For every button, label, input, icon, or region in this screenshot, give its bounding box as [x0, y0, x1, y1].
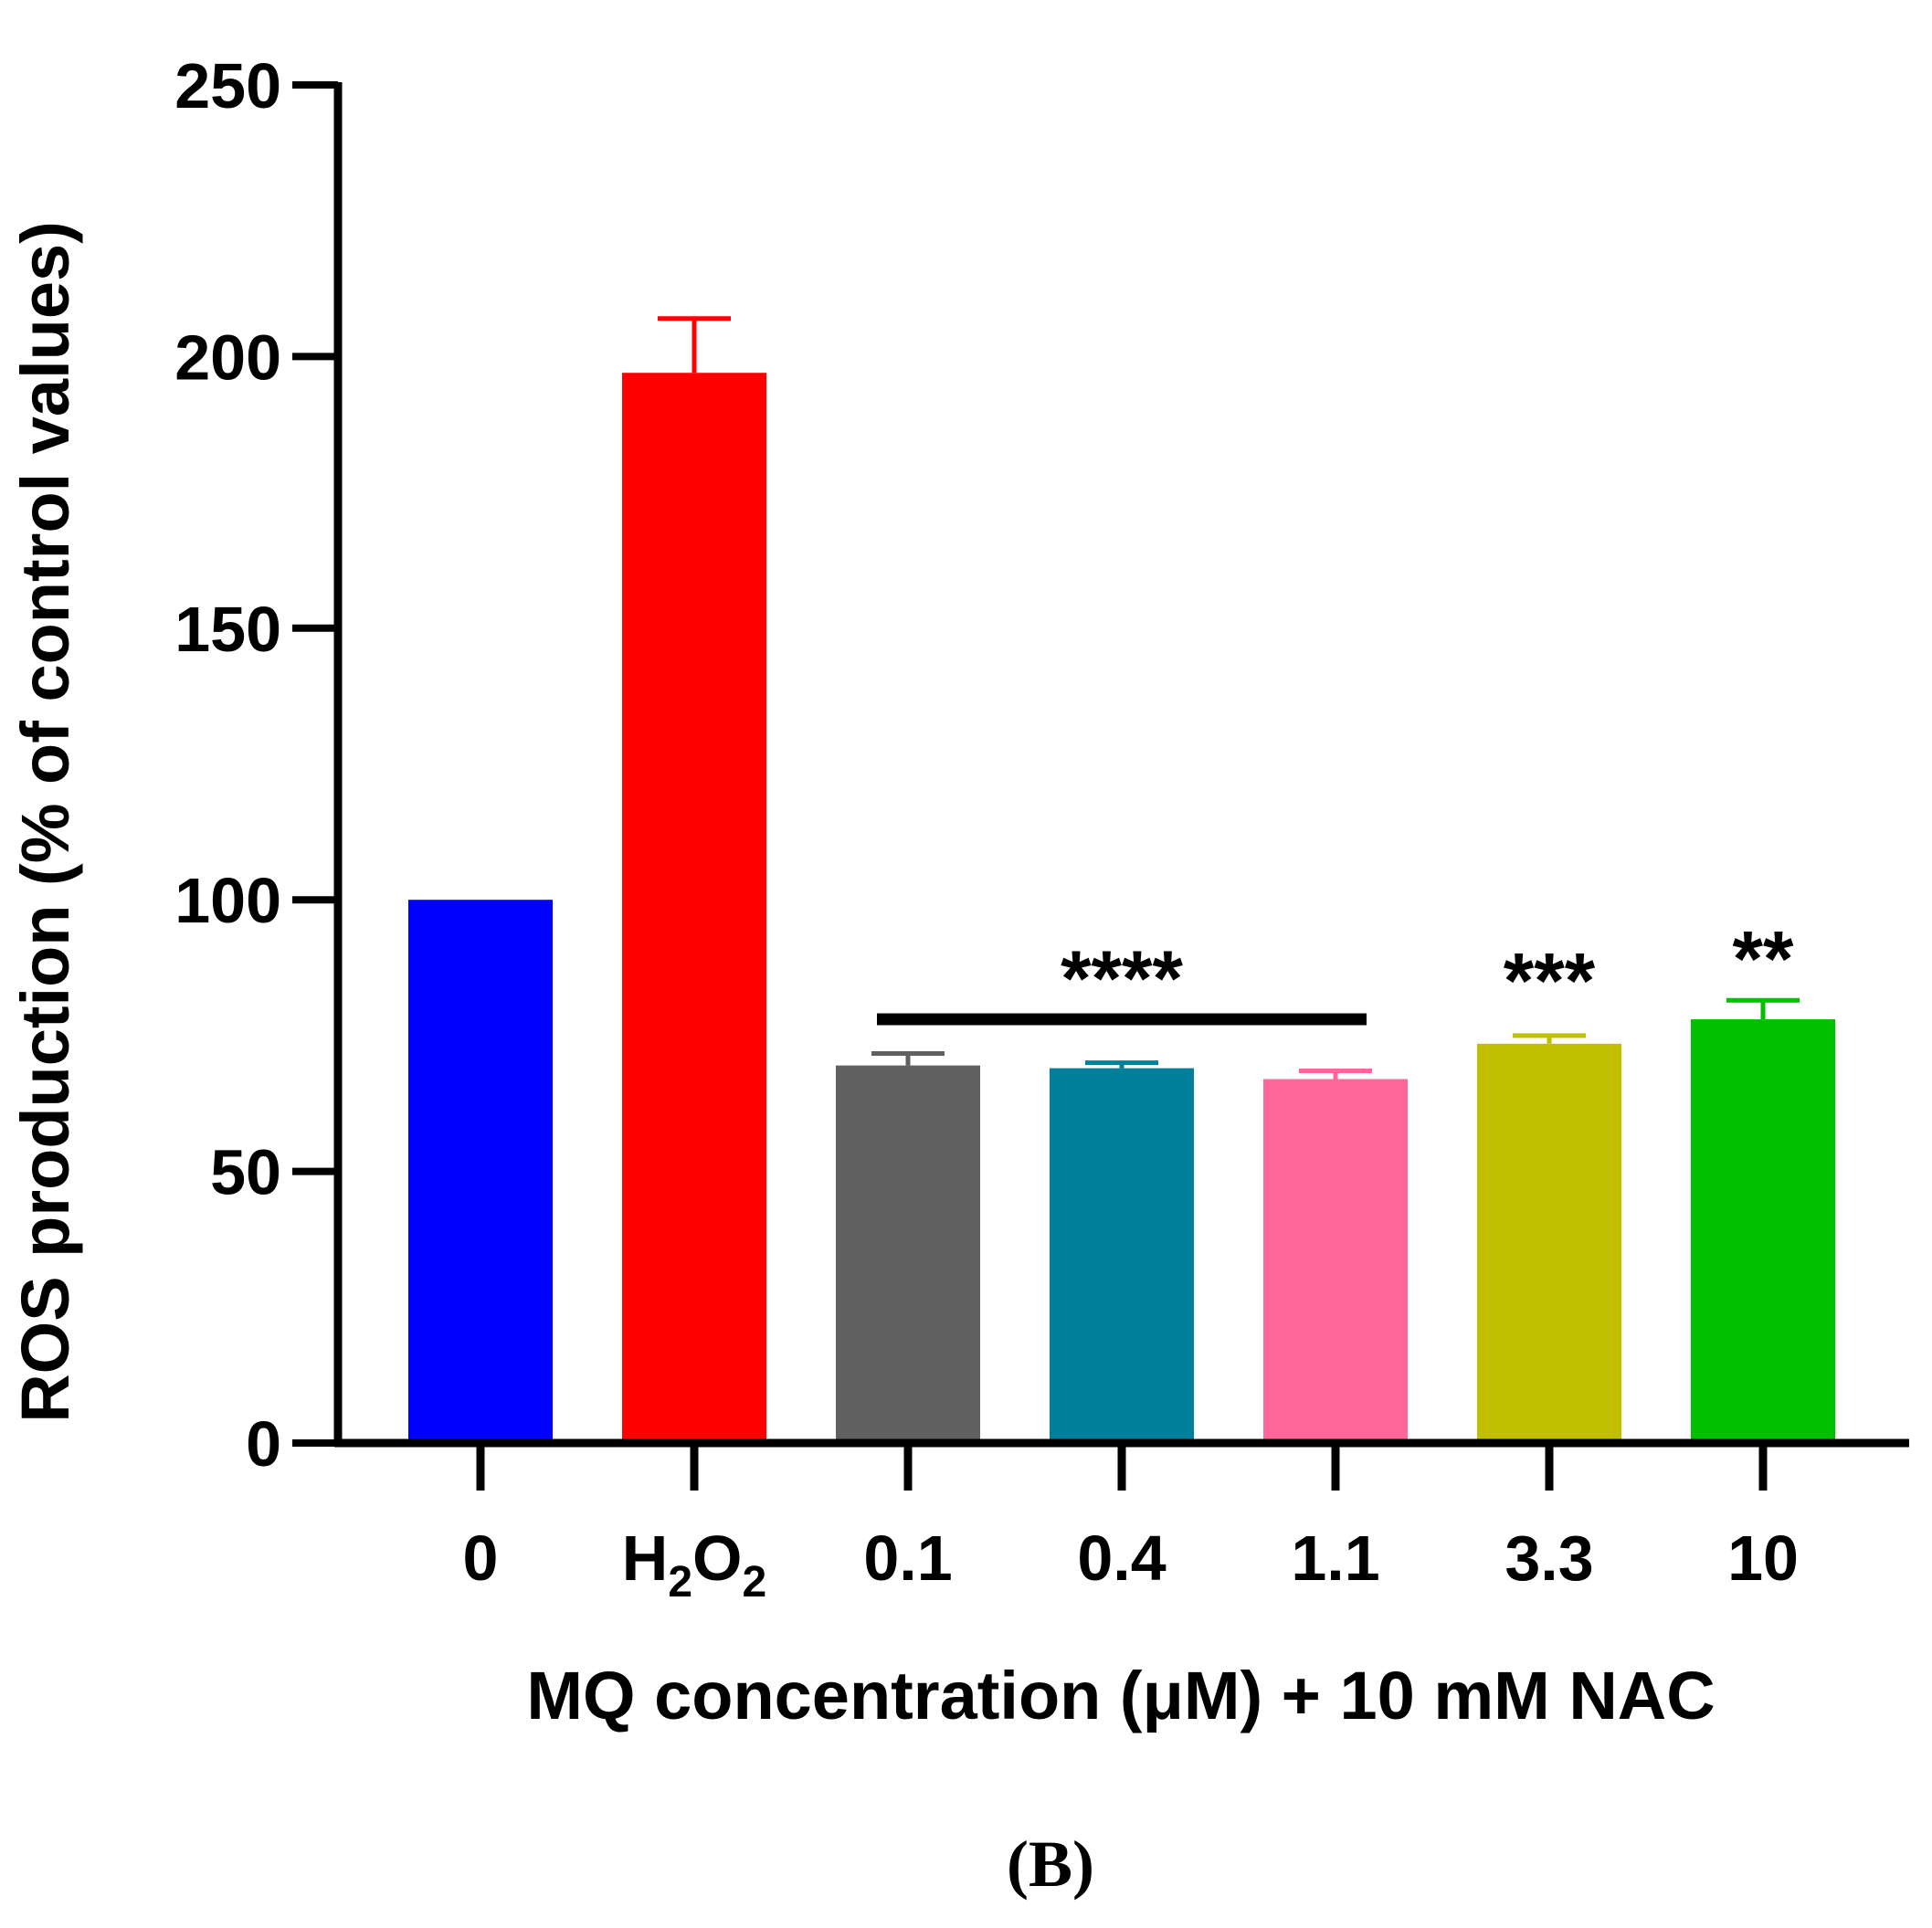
panel-label: (B): [1007, 1828, 1094, 1901]
significance-label-1: ***: [1504, 937, 1596, 1025]
significance-layer: **** *** **: [877, 916, 1794, 1026]
x-tick-label-0: 0: [463, 1522, 499, 1594]
labels-layer: 0 50 100 150 200 250 0 H2O2 0.1 0.4 1.1 3.3 10: [174, 50, 1799, 1607]
significance-label-2: **: [1733, 916, 1794, 1004]
y-tick-label-2: 100: [174, 865, 281, 936]
x-tick-label-3: 0.4: [1077, 1522, 1166, 1594]
bars-layer: [408, 316, 1835, 1443]
y-tick-label-1: 50: [210, 1137, 281, 1208]
bar-6: [1691, 1019, 1835, 1443]
bar-0: [408, 900, 553, 1443]
x-tick-label-4: 1.1: [1291, 1522, 1379, 1594]
bar-2: [836, 1065, 980, 1443]
bar-5: [1477, 1043, 1621, 1443]
y-tick-label-0: 0: [246, 1408, 281, 1480]
x-tick-label-6: 10: [1727, 1522, 1799, 1594]
x-tick-label-1: H2O2: [622, 1522, 766, 1607]
bar-3: [1050, 1068, 1194, 1443]
x-tick-label-2: 0.1: [863, 1522, 952, 1594]
significance-label-0: ****: [1061, 935, 1183, 1023]
y-tick-label-5: 250: [174, 50, 281, 121]
y-tick-label-3: 150: [174, 594, 281, 665]
bar-4: [1263, 1079, 1408, 1443]
x-tick-label-5: 3.3: [1504, 1522, 1593, 1594]
bar-1: [622, 373, 766, 1443]
y-axis-title: ROS production (% of control values): [7, 221, 83, 1423]
axes-layer: [292, 81, 1909, 1491]
y-tick-label-4: 200: [174, 321, 281, 393]
x-axis-title: MQ concentration (μM) + 10 mM NAC: [526, 1658, 1715, 1733]
